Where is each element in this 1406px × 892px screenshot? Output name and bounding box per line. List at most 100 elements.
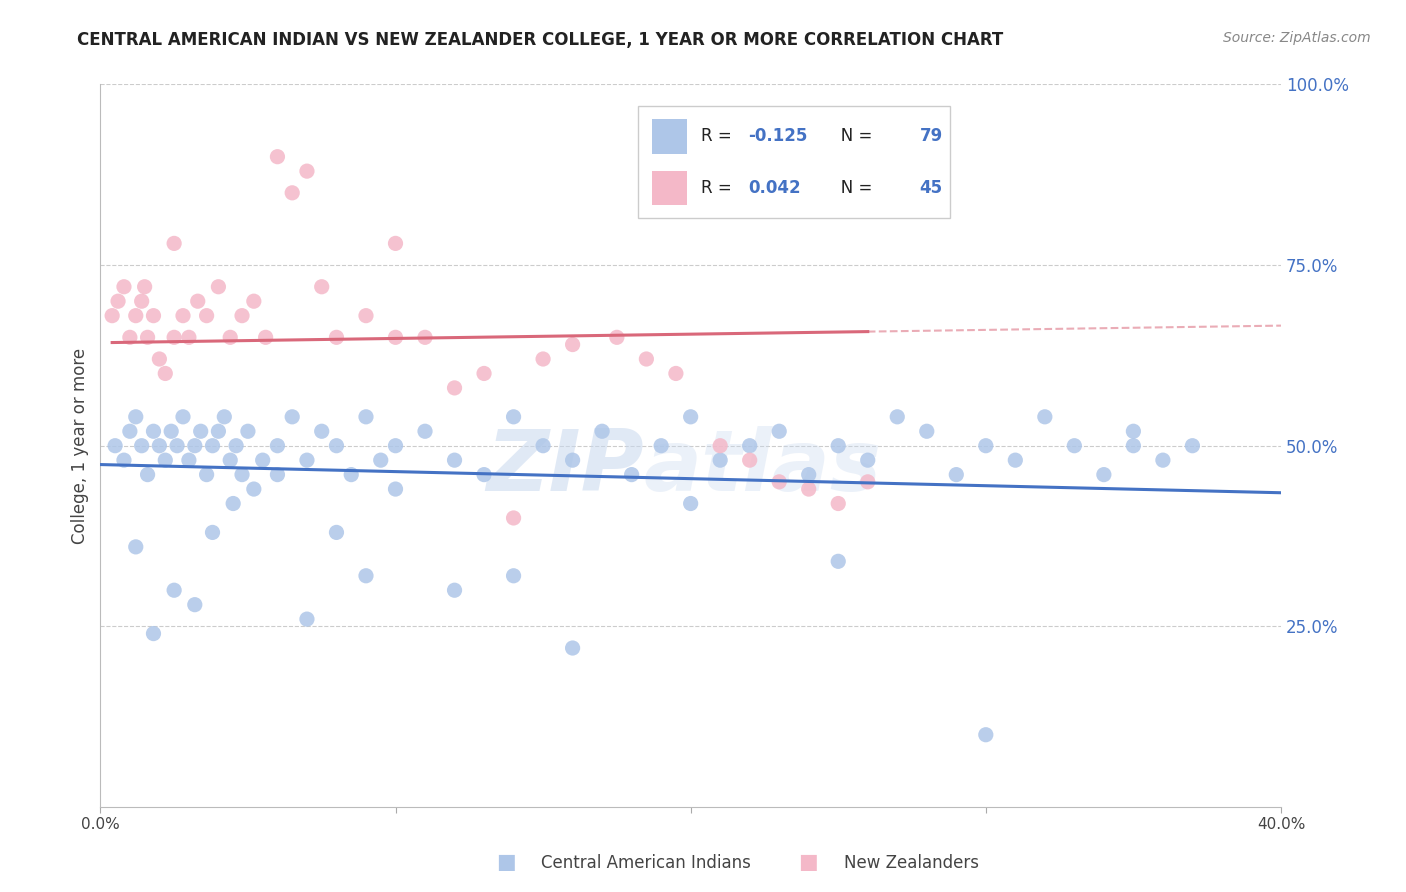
Point: [384, 482, 406, 496]
Point: [325, 330, 347, 344]
Point: [709, 453, 731, 467]
Point: [561, 337, 583, 351]
Point: [125, 309, 148, 323]
Point: [172, 409, 194, 424]
Text: 0.042: 0.042: [748, 179, 801, 197]
Point: [531, 439, 554, 453]
Point: [1122, 439, 1144, 453]
Point: [295, 453, 318, 467]
Text: atlas: atlas: [644, 425, 882, 509]
Text: 79: 79: [920, 128, 943, 145]
Point: [281, 186, 304, 200]
Point: [1033, 409, 1056, 424]
Point: [266, 439, 288, 453]
Point: [370, 453, 392, 467]
Point: [219, 453, 242, 467]
Point: [915, 424, 938, 438]
Text: N =: N =: [825, 128, 877, 145]
Point: [172, 309, 194, 323]
Point: [1092, 467, 1115, 482]
Point: [650, 439, 672, 453]
Point: [184, 439, 207, 453]
Point: [354, 568, 377, 582]
Point: [266, 150, 288, 164]
Point: [679, 409, 702, 424]
Point: [163, 330, 186, 344]
Point: [561, 453, 583, 467]
Point: [155, 367, 177, 381]
FancyBboxPatch shape: [652, 119, 688, 153]
Point: [160, 424, 183, 438]
Point: [443, 583, 465, 598]
Point: [311, 279, 333, 293]
Point: [236, 424, 259, 438]
Text: Source: ZipAtlas.com: Source: ZipAtlas.com: [1223, 31, 1371, 45]
Point: [945, 467, 967, 482]
Point: [243, 294, 266, 309]
Point: [384, 236, 406, 251]
Point: [384, 439, 406, 453]
Point: [1122, 424, 1144, 438]
Point: [827, 439, 849, 453]
Point: [195, 467, 218, 482]
Point: [856, 453, 879, 467]
Point: [1063, 439, 1085, 453]
Point: [295, 612, 318, 626]
Point: [738, 453, 761, 467]
Point: [561, 640, 583, 655]
Point: [231, 467, 253, 482]
Point: [134, 279, 156, 293]
Text: R =: R =: [702, 179, 737, 197]
Point: [190, 424, 212, 438]
Point: [195, 309, 218, 323]
Point: [281, 409, 304, 424]
Point: [125, 409, 148, 424]
Point: [295, 164, 318, 178]
Point: [797, 467, 820, 482]
Y-axis label: College, 1 year or more: College, 1 year or more: [72, 348, 89, 544]
Point: [118, 330, 141, 344]
Point: [177, 453, 200, 467]
Point: [738, 439, 761, 453]
Point: [155, 453, 177, 467]
Text: 45: 45: [920, 179, 943, 197]
Point: [266, 467, 288, 482]
Point: [112, 453, 135, 467]
Point: [131, 439, 153, 453]
Point: [413, 330, 436, 344]
Point: [531, 351, 554, 366]
Point: [225, 439, 247, 453]
Text: R =: R =: [702, 128, 737, 145]
Point: [974, 439, 997, 453]
Point: [886, 409, 908, 424]
Point: [472, 367, 495, 381]
Point: [620, 467, 643, 482]
Point: [768, 475, 790, 489]
Point: [254, 330, 277, 344]
Point: [166, 439, 188, 453]
Point: [142, 626, 165, 640]
Point: [131, 294, 153, 309]
Point: [177, 330, 200, 344]
FancyBboxPatch shape: [637, 106, 950, 219]
Point: [201, 525, 224, 540]
Point: [768, 424, 790, 438]
Point: [443, 381, 465, 395]
Point: [340, 467, 363, 482]
Point: [125, 540, 148, 554]
Point: [187, 294, 209, 309]
Point: [243, 482, 266, 496]
Point: [104, 439, 127, 453]
Point: [636, 351, 658, 366]
Point: [112, 279, 135, 293]
Point: [214, 409, 236, 424]
Point: [148, 351, 170, 366]
Point: [413, 424, 436, 438]
Point: [163, 236, 186, 251]
Text: -0.125: -0.125: [748, 128, 808, 145]
Text: ■: ■: [799, 853, 818, 872]
Point: [136, 330, 159, 344]
Point: [827, 554, 849, 568]
Point: [354, 309, 377, 323]
Point: [184, 598, 207, 612]
